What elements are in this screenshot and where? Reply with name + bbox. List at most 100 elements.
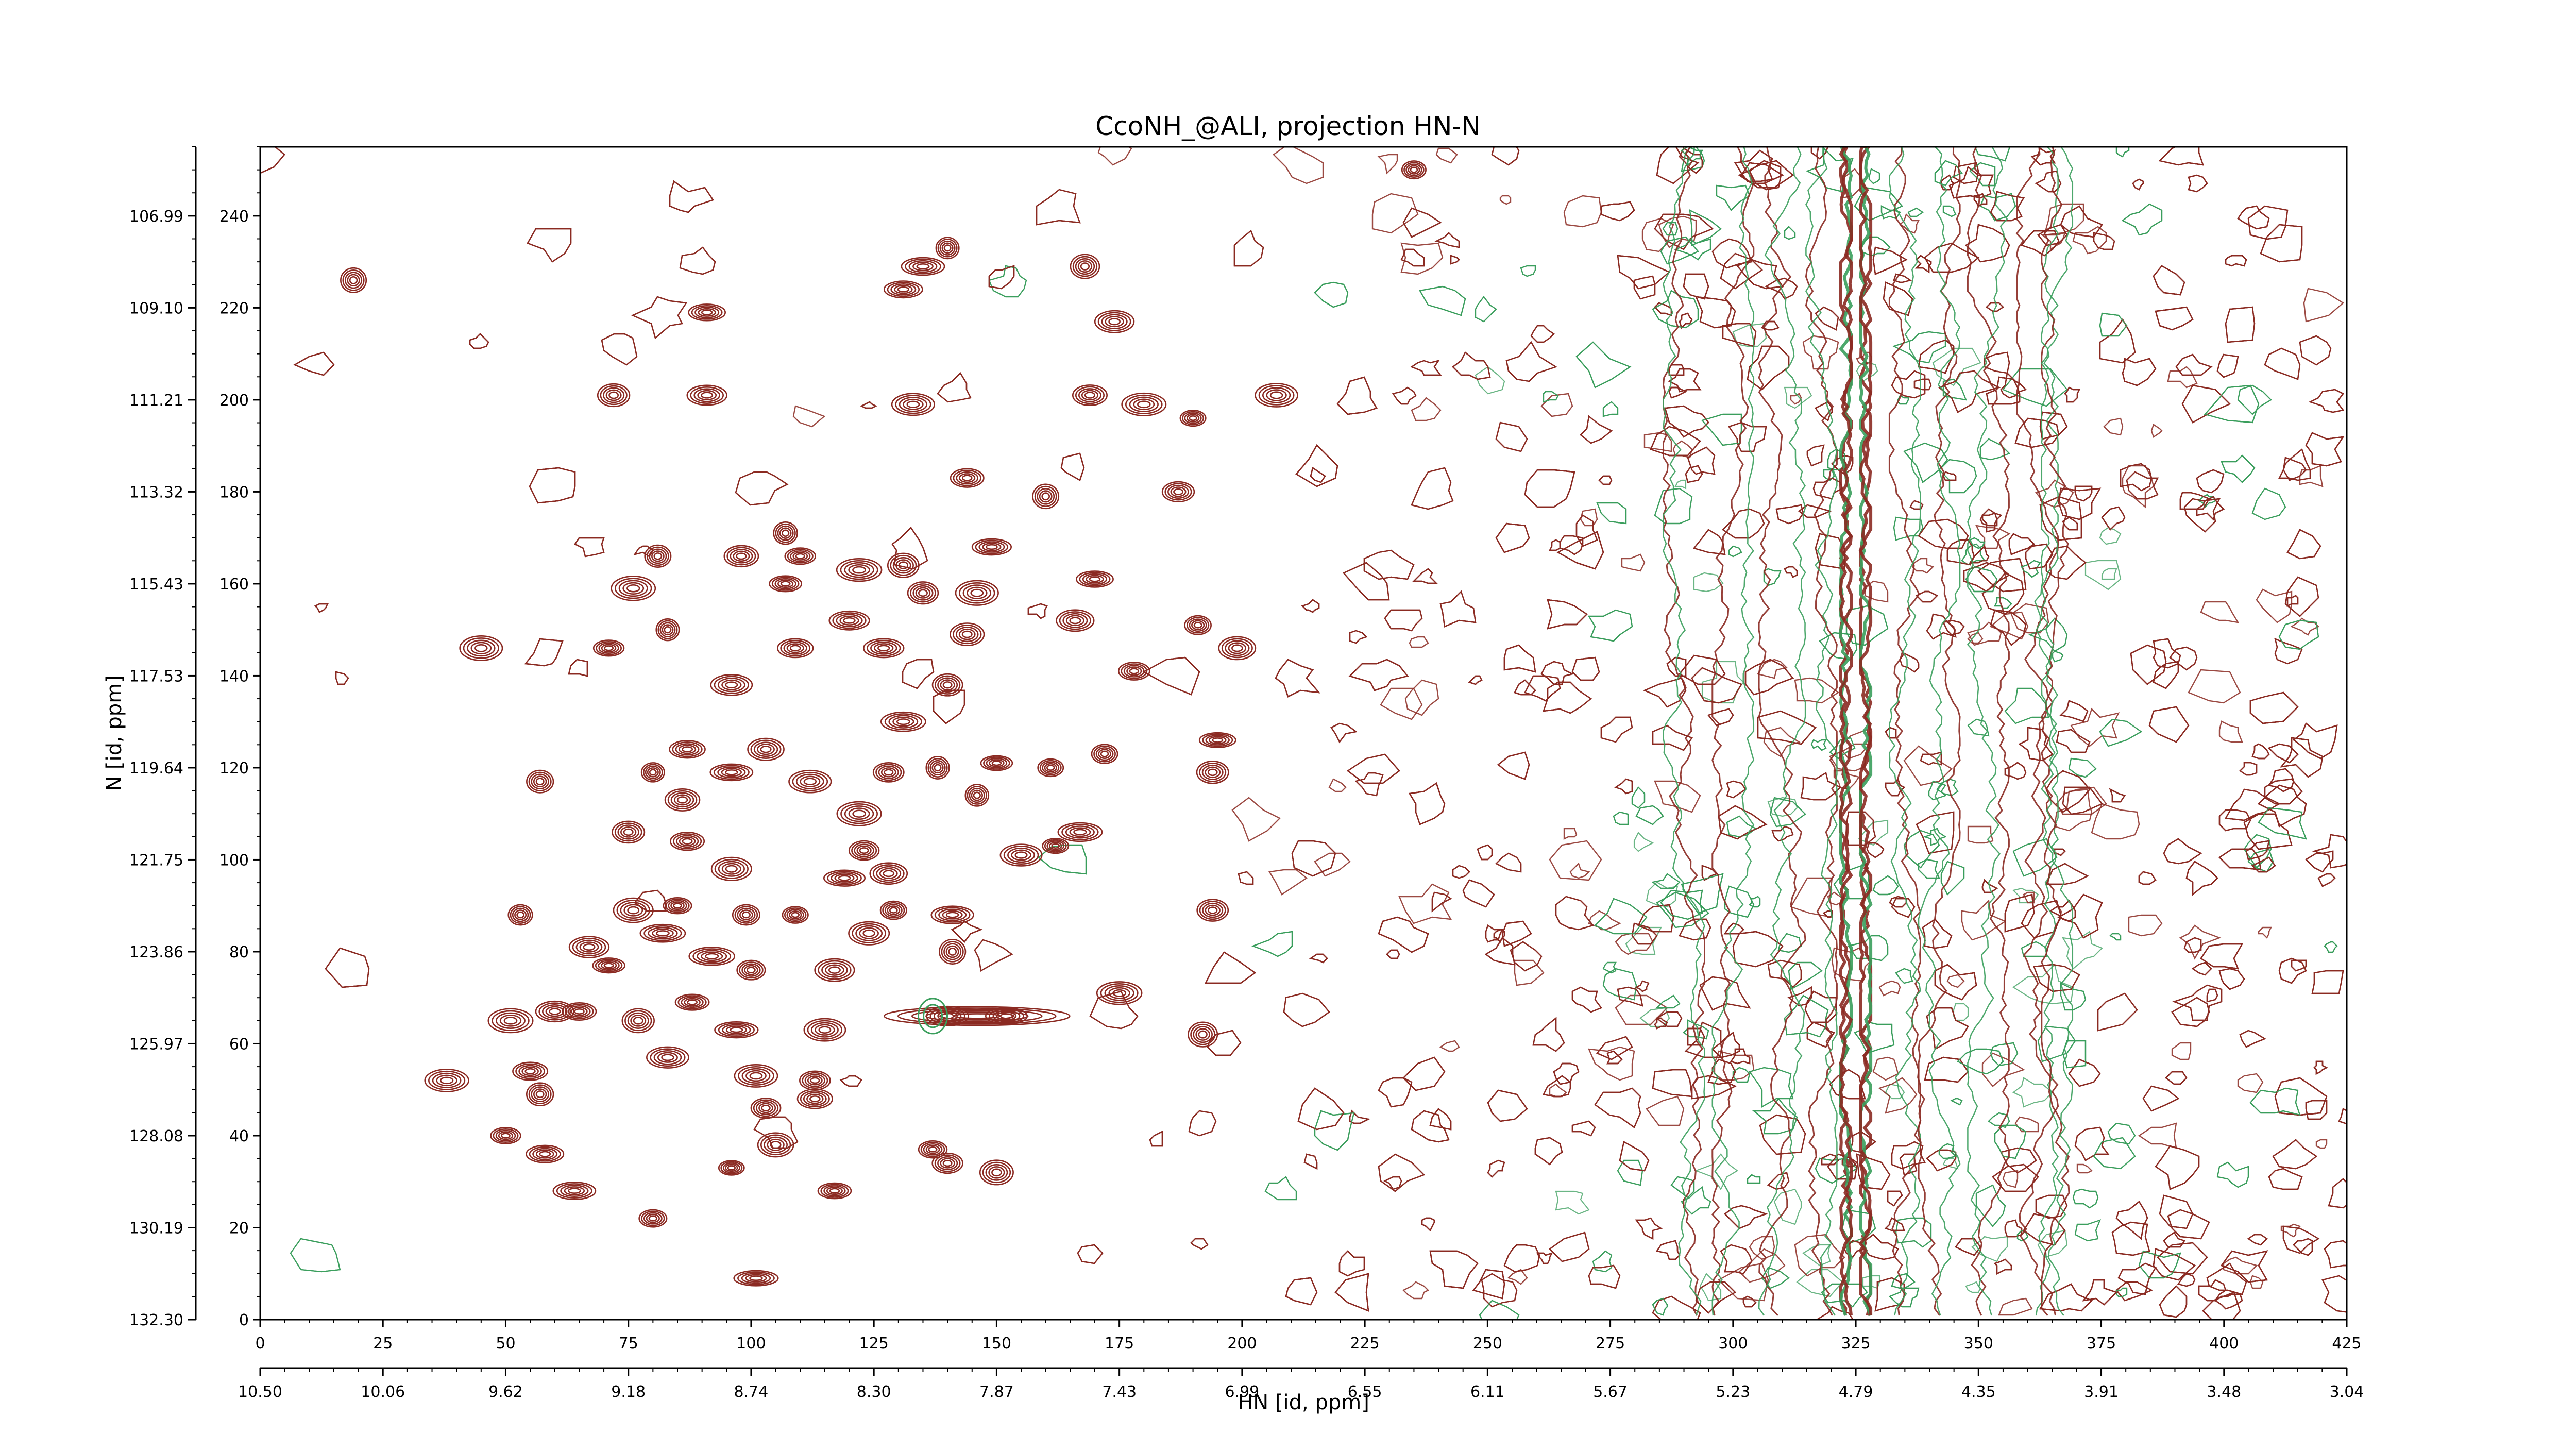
noise-contour [2115,1201,2148,1240]
noise-contour [2035,479,2074,508]
peak [918,1140,948,1159]
noise-contour [2070,707,2120,747]
noise-contour [2142,1085,2180,1112]
noise-contour [1431,891,1452,913]
x-tick-label: 425 [2332,1335,2361,1353]
noise-contour [2204,384,2260,424]
x-ppm-tick-label: 8.30 [857,1383,891,1401]
noise-contour [1691,667,1742,704]
peak [1196,899,1229,922]
noise-contour [1402,1056,1446,1091]
noise-contour [1378,1077,1413,1108]
noise-contour [1596,502,1627,525]
noise-contour [1654,302,1672,316]
noise-contour [1635,805,1664,825]
noise-contour [2101,506,2126,531]
noise-contour [1400,248,1425,267]
x-tick-label: 25 [373,1335,393,1353]
noise-contour [2247,1234,2268,1246]
noise-contour [2132,178,2144,191]
noise-contour [1893,516,1924,541]
noise-contour [2200,601,2240,623]
noise-contour [2138,1250,2181,1279]
peak [638,1209,668,1228]
noise-contour [2138,871,2157,885]
peak [710,673,753,696]
noise-contour [1981,1052,2025,1087]
noise-contour [1767,797,1798,817]
noise-contour [1891,898,1916,918]
peak-contours [340,160,1427,1287]
noise-contour [1434,232,1460,248]
noise-contour [1990,1042,2019,1067]
noise-contour [1664,405,1709,438]
noise-contour [1411,1110,1450,1143]
noise-contour [2225,306,2256,343]
noise-contour [2218,968,2245,990]
noise-contour [2057,893,2103,939]
noise-contour [2225,255,2247,267]
noise-contour [1687,446,1716,475]
noise-contour [1328,778,1347,792]
noise-contour [1264,1176,1297,1201]
noise-contour [1594,1087,1641,1128]
peak [459,635,503,661]
noise-contour [1757,710,1817,745]
noise-contour [1439,590,1477,628]
noise-contour [1942,619,1965,636]
noise-contour [1543,391,1559,403]
noise-contour [839,1075,862,1087]
peak [836,558,883,582]
x-tick-label: 125 [859,1335,889,1353]
x-ppm-tick-label: 8.74 [734,1383,769,1401]
noise-contour [1726,780,1747,799]
noise-contour [1633,275,1656,300]
peak [931,673,963,697]
noise-contour [2120,463,2153,492]
noise-contour [1575,341,1632,389]
x-ppm-tick-label: 4.35 [1961,1383,1996,1401]
noise-contour [1895,968,1913,984]
noise-contour [2163,838,2202,865]
noise-contour [2109,933,2122,941]
peak [1042,838,1070,854]
noise-contour [2130,644,2167,685]
peak [980,755,1013,771]
noise-contour [1740,162,1784,184]
noise-contour [1543,1075,1571,1098]
peak [950,468,985,488]
noise-contour [1891,1273,1916,1289]
noise-contour [1874,1277,1905,1312]
noise-contour [1891,1141,1926,1170]
noise-contour [1885,727,1897,739]
noise-contour [1275,659,1320,698]
noise-contour [1412,568,1438,584]
noise-contour [314,603,329,613]
noise-contour [2074,485,2093,502]
noise-contour [2093,232,2115,250]
noise-contour [2039,1283,2093,1312]
noise-contour [1524,675,1561,702]
noise-contour [1540,393,1573,417]
noise-contour [1726,815,1757,838]
x-tick-label: 275 [1596,1335,1625,1353]
peak [490,1127,521,1144]
noise-contour [2237,205,2270,230]
x-axis-label: HN [id, ppm] [1238,1391,1369,1414]
y-ppm-tick-label: 115.43 [129,576,183,594]
noise-contour [1314,281,1349,308]
noise-contour [1435,147,1458,164]
noise-contour [2305,1100,2328,1120]
noise-streak [2041,147,2070,1316]
noise-contour [1977,558,2027,593]
noise-contour [1722,323,1757,347]
noise-contour [1915,590,1939,603]
noise-contour [2008,533,2035,555]
peak [611,576,656,601]
noise-contour [1514,959,1545,986]
noise-contour [1681,147,1703,166]
chart-title: CcoNH_@ALI, projection HN-N [1095,111,1481,141]
noise-contour [1965,224,2010,263]
noise-contour [2072,226,2107,255]
noise-contour [2153,265,2185,296]
